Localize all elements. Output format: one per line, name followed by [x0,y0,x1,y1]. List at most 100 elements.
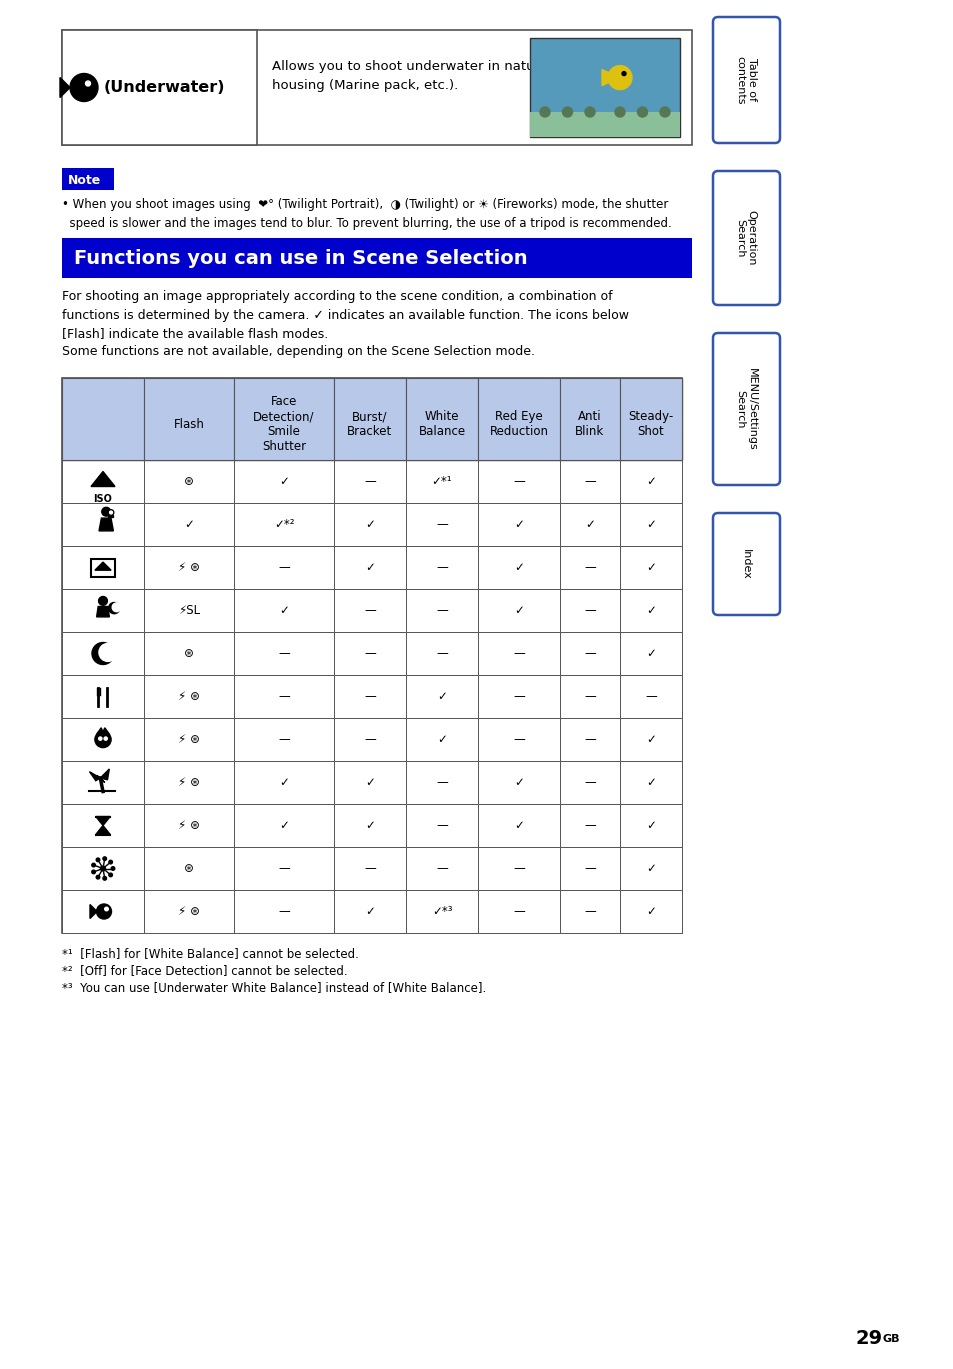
Text: ⚡ ⊛: ⚡ ⊛ [178,561,200,574]
FancyBboxPatch shape [712,333,780,485]
Text: Operation
Search: Operation Search [735,211,756,266]
Circle shape [98,597,108,605]
Circle shape [637,107,647,116]
Text: ⚡SL: ⚡SL [178,604,200,617]
Bar [62,890,144,934]
Bar [477,847,559,890]
Bar [144,761,233,804]
Bar [559,675,619,717]
Text: —: — [583,561,596,574]
Text: —: — [513,648,524,660]
Bar [619,546,681,589]
Text: ✓: ✓ [365,776,375,789]
Bar [233,502,334,546]
Circle shape [112,867,114,871]
Circle shape [103,857,107,861]
Bar [406,502,477,546]
Polygon shape [94,563,111,571]
Bar [334,589,406,632]
Bar [406,632,477,675]
Text: —: — [364,648,375,660]
Bar [144,890,233,934]
Text: ⚡ ⊛: ⚡ ⊛ [178,732,200,746]
Text: ✓: ✓ [514,517,523,531]
Bar [477,632,559,675]
Text: ✓: ✓ [514,604,523,617]
Text: —: — [436,604,447,617]
Text: ⊛: ⊛ [184,648,193,660]
Bar [233,632,334,675]
Bar [334,717,406,761]
Bar [477,460,559,502]
Text: ⚡ ⊛: ⚡ ⊛ [178,905,200,919]
Bar [619,890,681,934]
Bar [233,460,334,502]
Polygon shape [96,728,104,734]
Bar [477,589,559,632]
Circle shape [100,867,106,871]
Text: —: — [278,690,290,704]
Text: Burst/
Bracket: Burst/ Bracket [347,409,393,438]
Bar [559,502,619,546]
Circle shape [91,642,113,664]
Bar [334,378,406,460]
Text: Table of
contents: Table of contents [735,56,756,104]
Bar [62,761,144,804]
Bar [334,847,406,890]
Bar [530,38,679,137]
Text: —: — [436,776,447,789]
Circle shape [94,731,111,747]
Text: White
Balance: White Balance [418,409,465,438]
Text: ✓: ✓ [645,475,656,487]
Text: ✓: ✓ [279,475,289,487]
Bar [144,546,233,589]
Bar [62,675,144,717]
Bar [334,804,406,847]
Text: Anti
Blink: Anti Blink [575,409,604,438]
Bar [406,847,477,890]
Circle shape [91,864,95,867]
Bar [530,112,679,137]
Bar [406,460,477,502]
Text: —: — [364,732,375,746]
Text: Note: Note [68,174,101,186]
Circle shape [104,737,107,741]
Text: ISO: ISO [93,493,112,504]
Bar [144,632,233,675]
Bar [477,804,559,847]
Polygon shape [96,606,110,617]
Bar [559,632,619,675]
Bar [144,847,233,890]
Text: —: — [436,819,447,832]
Bar [62,168,113,190]
Polygon shape [60,78,70,97]
Text: —: — [278,862,290,875]
Text: • When you shoot images using  ❤° (Twilight Portrait),  ◑ (Twilight) or ☀ (Firew: • When you shoot images using ❤° (Twilig… [62,199,671,230]
Bar [406,675,477,717]
FancyBboxPatch shape [712,16,780,142]
Circle shape [98,737,102,741]
Bar [233,675,334,717]
Circle shape [105,908,109,910]
Bar [62,502,144,546]
Text: ⊛: ⊛ [184,475,193,487]
Bar [62,804,144,847]
Text: ✓: ✓ [365,561,375,574]
Circle shape [96,875,100,879]
Bar [477,502,559,546]
Circle shape [621,71,625,75]
Bar [62,717,144,761]
Text: —: — [436,561,447,574]
Circle shape [96,858,100,861]
Bar [233,378,334,460]
Text: ✓: ✓ [645,604,656,617]
Text: ✓: ✓ [645,862,656,875]
Polygon shape [100,769,110,780]
Text: Red Eye
Reduction: Red Eye Reduction [489,409,548,438]
Polygon shape [108,515,113,517]
Bar [62,632,144,675]
Bar [406,717,477,761]
Text: —: — [583,819,596,832]
Text: *²  [Off] for [Face Detection] cannot be selected.: *² [Off] for [Face Detection] cannot be … [62,964,347,977]
Circle shape [99,643,117,661]
